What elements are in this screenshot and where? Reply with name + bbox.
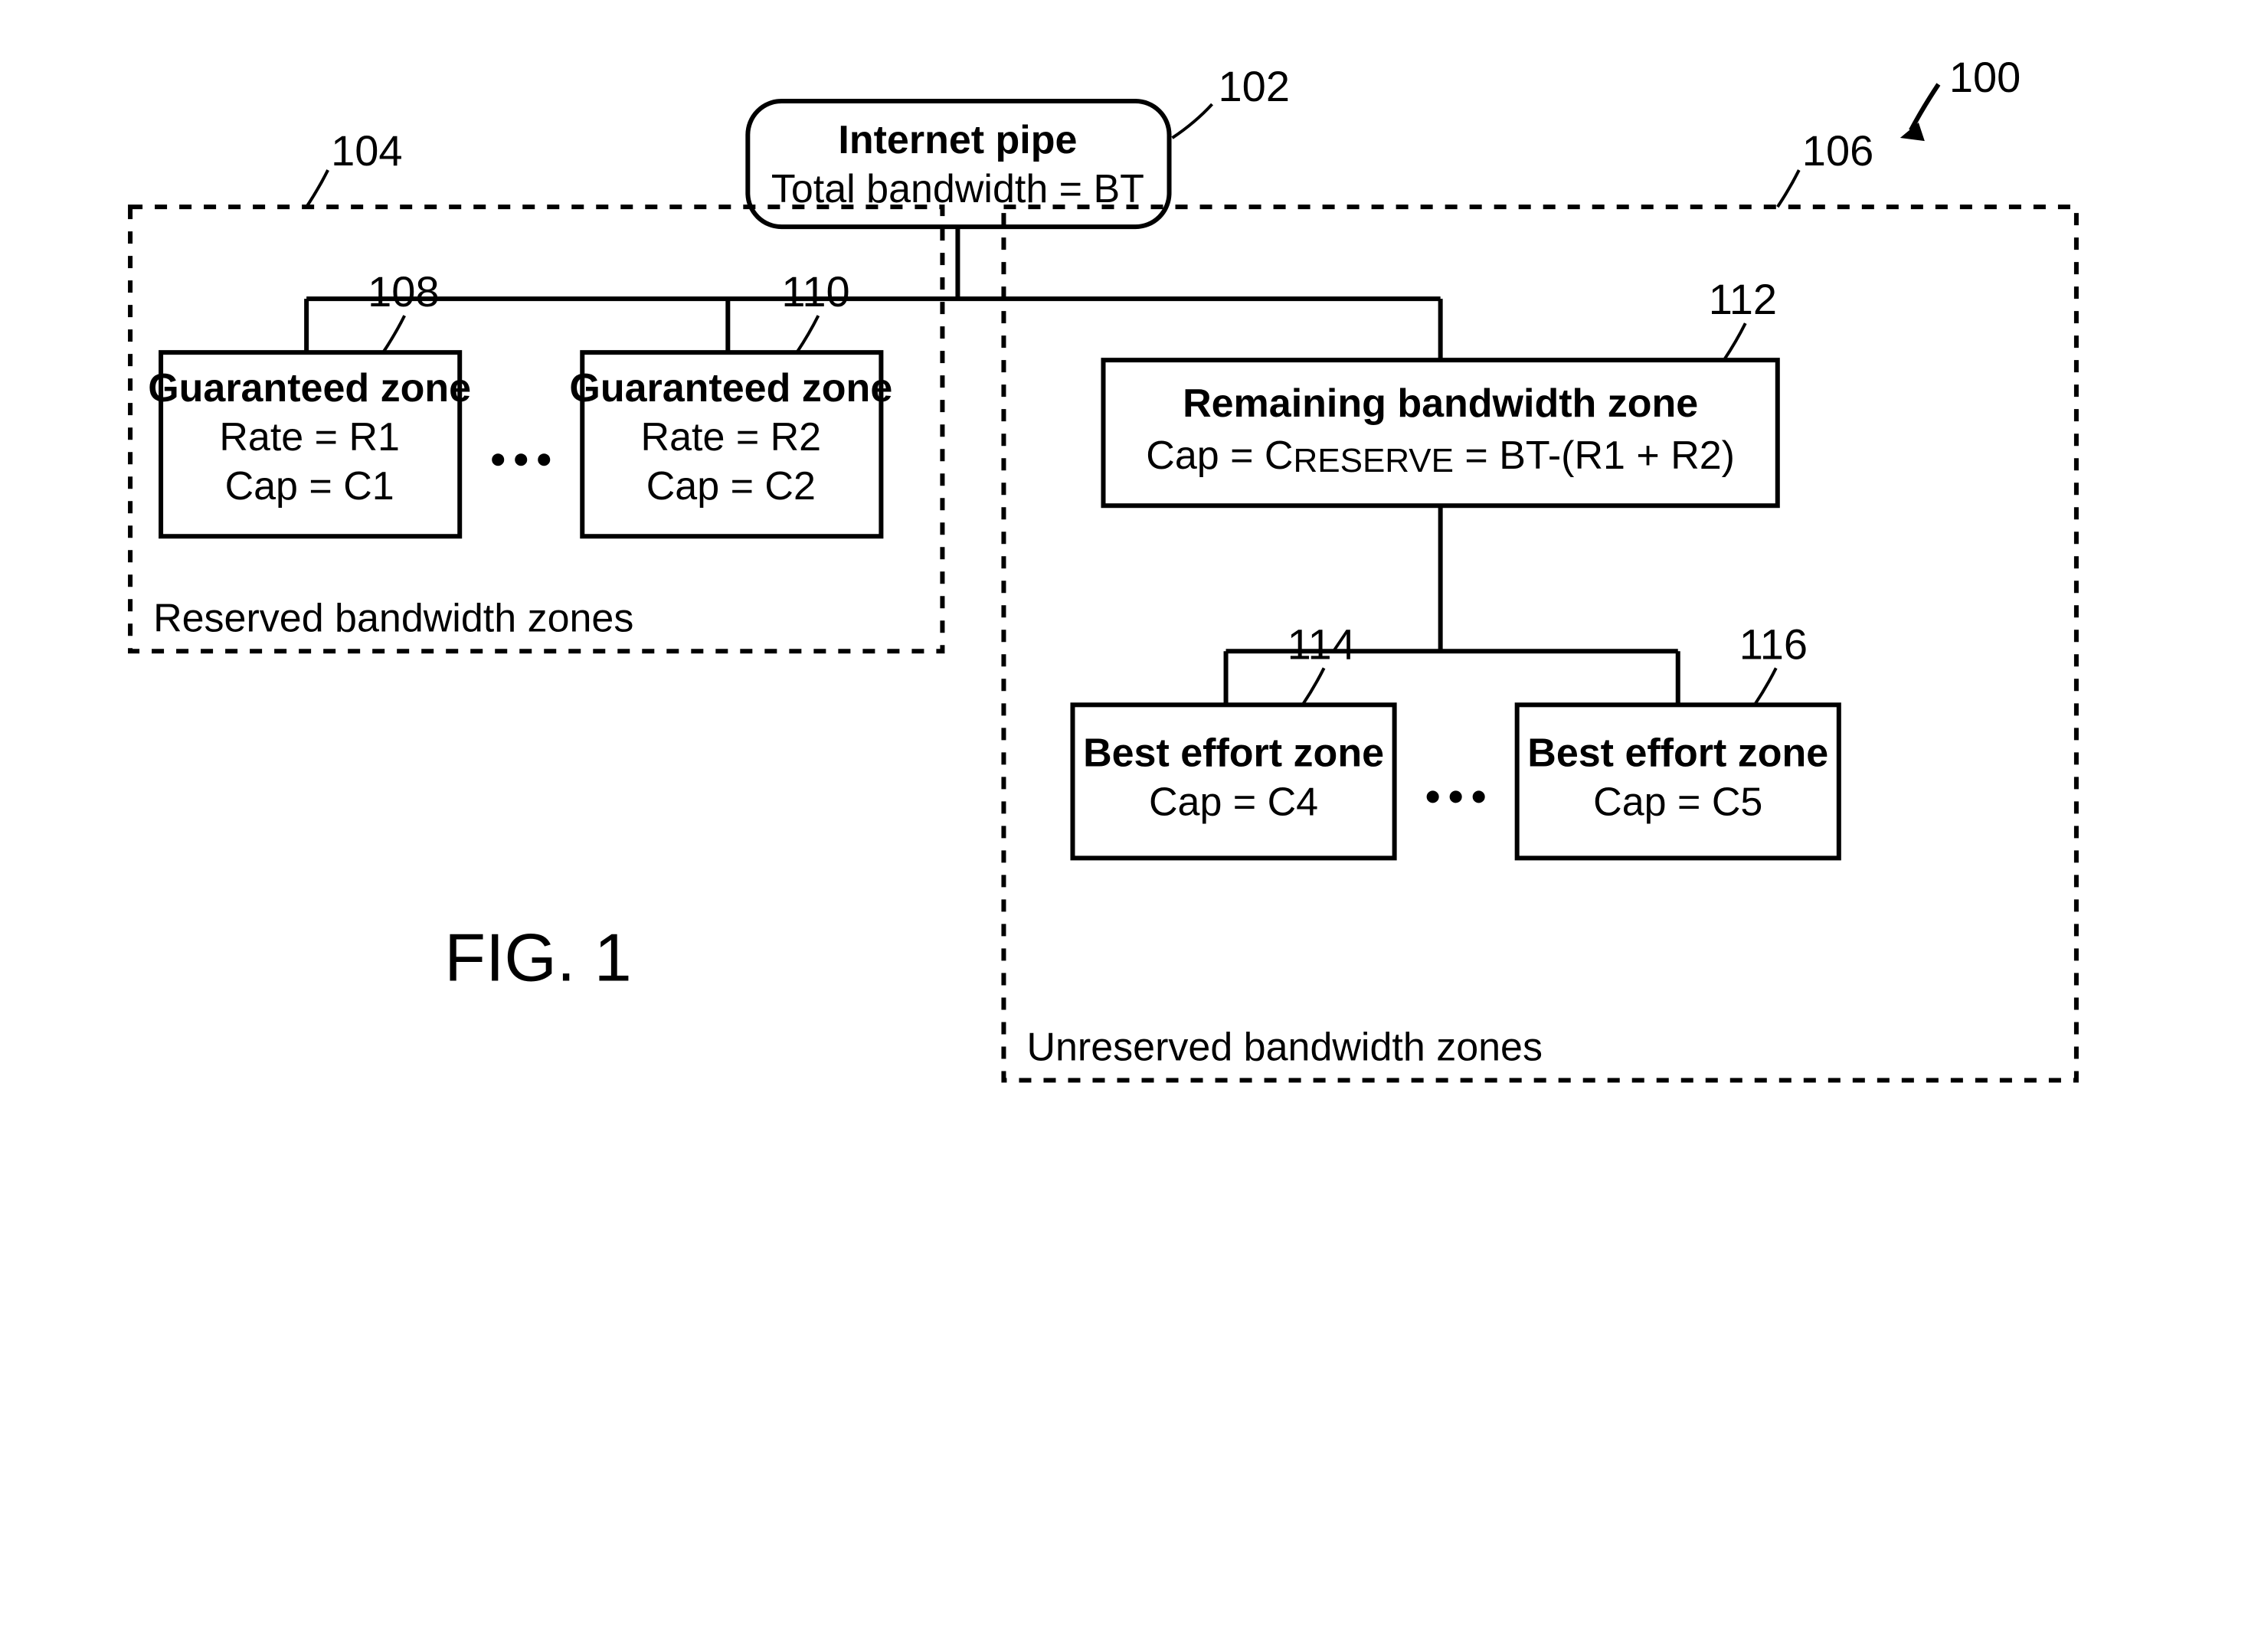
figure-ref-100: 100 [1949,53,2021,101]
unreserved-group-box [1003,207,2076,1080]
figure-ref-arrow: 100 [1900,53,2021,141]
leader-104 [306,170,328,207]
reserved-label: Reserved bandwidth zones [153,596,633,640]
leader-116 [1755,668,1776,705]
be2-title: Best effort zone [1527,731,1828,775]
ref-102: 102 [1219,62,1290,110]
remaining-title: Remaining bandwidth zone [1183,381,1698,426]
leader-110 [797,316,818,352]
root-title: Internet pipe [838,118,1077,162]
g1-title: Guaranteed zone [148,366,471,411]
ref-112: 112 [1709,275,1777,323]
leader-112 [1724,323,1746,360]
g2-line1: Rate = R2 [641,415,822,460]
g1-line2: Cap = C1 [225,464,394,509]
leader-102 [1173,104,1212,138]
ref-114: 114 [1288,620,1356,668]
ref-106: 106 [1802,126,1873,175]
be1-title: Best effort zone [1083,731,1384,775]
g1-line1: Rate = R1 [219,415,400,460]
ref-110: 110 [781,267,849,316]
leader-106 [1778,170,1799,207]
be1-line1: Cap = C4 [1149,780,1318,824]
ellipsis-2 [1427,790,1485,803]
figure-caption: FIG. 1 [444,919,632,995]
be2-line1: Cap = C5 [1593,780,1762,824]
g2-title: Guaranteed zone [569,366,892,411]
ref-116: 116 [1739,620,1808,668]
leader-114 [1303,668,1324,705]
ref-104: 104 [331,126,402,175]
unreserved-label: Unreserved bandwidth zones [1026,1025,1543,1069]
ref-108: 108 [368,267,439,316]
g2-line2: Cap = C2 [646,464,816,509]
figure-container: 100 Internet pipe Total bandwidth = BT 1… [0,0,2248,1652]
leader-108 [383,316,404,352]
diagram-svg: 100 Internet pipe Total bandwidth = BT 1… [0,0,2248,1652]
ellipsis-1 [492,453,550,466]
